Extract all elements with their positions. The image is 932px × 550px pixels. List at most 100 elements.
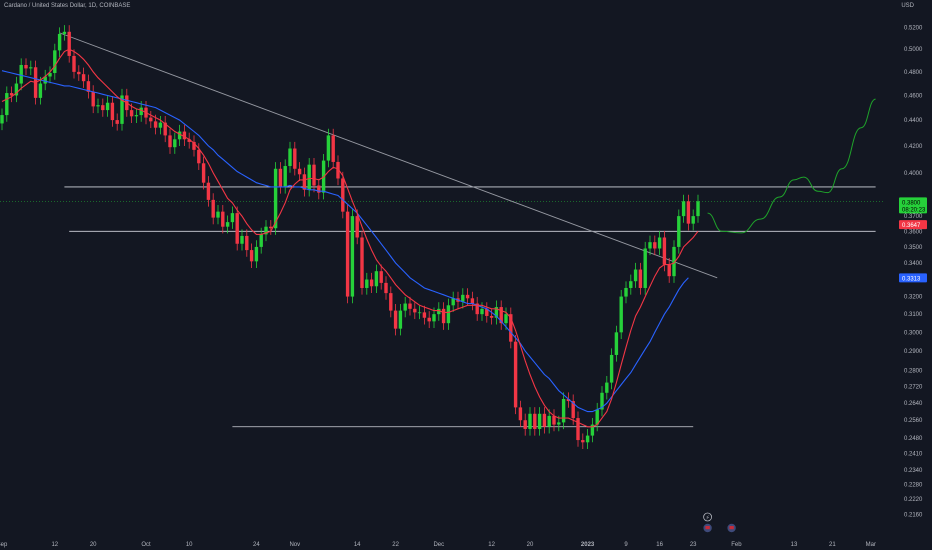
candle: [341, 178, 345, 212]
price-badge-label: 0.3313: [902, 276, 921, 282]
candle: [408, 303, 412, 309]
candle: [657, 237, 662, 249]
candle: [297, 168, 302, 175]
candle: [691, 216, 695, 224]
y-tick-label: 0.2410: [904, 452, 923, 458]
candle: [441, 308, 446, 324]
candle: [105, 102, 110, 111]
projection-group: [707, 98, 876, 234]
y-tick-label: 0.4000: [904, 171, 923, 177]
candle: [417, 312, 422, 314]
x-tick-label: 22: [392, 542, 399, 548]
candle: [245, 235, 249, 251]
y-tick-label: 0.3600: [904, 229, 923, 235]
candle: [561, 398, 566, 423]
y-tick-label: 0.2640: [904, 401, 923, 407]
price-badge: [899, 273, 927, 283]
x-tick-label: Oct: [141, 542, 151, 548]
x-tick-label: Dec: [433, 542, 444, 548]
candle: [216, 211, 220, 218]
price-badge-label: 0.3800: [902, 200, 921, 206]
y-tick-label: 0.3000: [904, 330, 923, 336]
candle: [336, 161, 340, 179]
candle: [62, 31, 67, 34]
candle: [350, 216, 355, 297]
candle: [120, 95, 124, 124]
candle: [470, 298, 475, 304]
candle: [77, 71, 81, 75]
trendline[interactable]: [59, 32, 718, 279]
x-tick-label: Feb: [731, 542, 742, 548]
x-tick-label: 16: [656, 542, 663, 548]
candle: [413, 308, 417, 313]
trendline-group: [59, 32, 718, 279]
candle: [72, 55, 76, 72]
candle: [38, 83, 43, 98]
projection-path[interactable]: [707, 98, 876, 234]
y-axis: 0.5200 0.5000 0.4800 0.4600 0.4400 0.4200 0.40…: [904, 26, 923, 519]
y-tick-label: 0.5200: [904, 26, 923, 32]
candle: [5, 93, 9, 116]
candle: [513, 341, 518, 408]
candle: [677, 216, 681, 247]
candle: [211, 199, 215, 218]
candle: [86, 81, 91, 92]
candle: [518, 407, 523, 421]
candle: [81, 74, 86, 82]
candle: [129, 110, 134, 117]
y-tick-label: 0.3400: [904, 261, 923, 267]
candle: [619, 296, 623, 333]
candle: [533, 413, 537, 429]
candle: [369, 279, 374, 287]
y-tick-label: 0.4400: [904, 118, 923, 124]
x-tick-label: 21: [829, 542, 836, 548]
candle: [499, 307, 503, 324]
candle: [374, 271, 379, 287]
candle: [489, 315, 494, 318]
x-tick-label: 9: [624, 542, 628, 548]
flag-icon-stripe: [729, 526, 734, 530]
candle: [9, 93, 14, 96]
candle: [672, 246, 676, 277]
y-tick-label: 0.4800: [904, 70, 923, 76]
candle: [542, 413, 547, 427]
candle: [629, 281, 633, 288]
candle: [686, 201, 691, 224]
candle: [662, 237, 667, 265]
candle: [355, 216, 359, 238]
candle: [465, 294, 470, 299]
candle: [168, 135, 172, 148]
lightning-icon[interactable]: [703, 512, 712, 522]
x-tick-label: 14: [354, 542, 361, 548]
horizontal-levels: [0, 186, 885, 428]
candle: [331, 135, 335, 162]
candle: [158, 122, 163, 128]
candle: [302, 174, 307, 190]
x-tick-label: Sep: [0, 542, 8, 548]
candle: [638, 269, 643, 288]
y-tick-label: 0.2280: [904, 482, 923, 488]
y-tick-label: 0.2800: [904, 369, 923, 375]
candle: [48, 73, 52, 77]
candle: [614, 332, 619, 355]
candle: [360, 237, 364, 288]
candle: [288, 148, 292, 167]
candle: [427, 317, 431, 322]
candle: [547, 415, 551, 427]
y-tick-label: 0.2220: [904, 497, 923, 503]
candle: [446, 305, 451, 324]
candle: [504, 314, 508, 324]
x-tick-label: 20: [527, 542, 534, 548]
candle: [571, 401, 575, 419]
candle: [139, 107, 143, 116]
candle: [24, 64, 28, 69]
candle: [537, 413, 542, 429]
candle: [57, 33, 62, 51]
candle: [240, 235, 244, 244]
candle: [221, 211, 225, 227]
candle: [134, 115, 139, 117]
candle: [566, 398, 571, 402]
x-tick-label: 20: [90, 542, 97, 548]
candle: [307, 164, 311, 190]
